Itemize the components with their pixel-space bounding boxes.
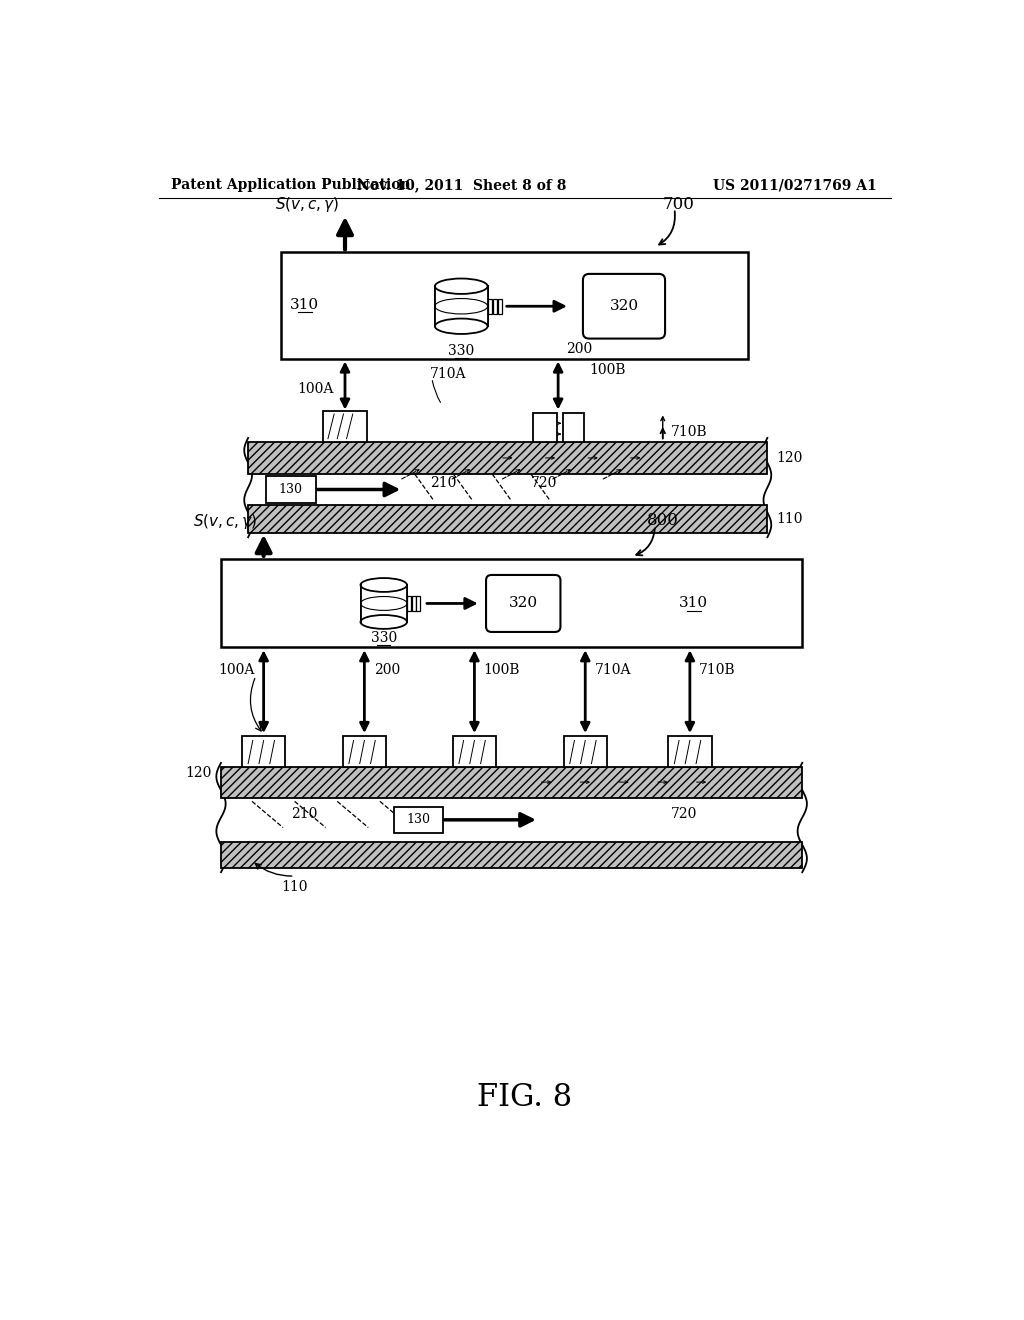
Bar [343, 737, 386, 767]
Text: 330: 330 [371, 631, 397, 645]
Bar [669, 737, 712, 767]
Text: FIG. 8: FIG. 8 [477, 1082, 572, 1113]
Text: 320: 320 [509, 597, 538, 610]
Ellipse shape [435, 298, 487, 314]
Bar [534, 412, 557, 442]
Bar [248, 442, 767, 474]
Text: 710A: 710A [595, 664, 631, 677]
Bar [221, 767, 802, 797]
Text: 130: 130 [279, 483, 303, 496]
Ellipse shape [435, 318, 487, 334]
FancyBboxPatch shape [266, 477, 315, 503]
Text: 100A: 100A [297, 383, 334, 396]
Text: 100B: 100B [589, 363, 626, 378]
Bar [360, 585, 407, 622]
Text: 200: 200 [566, 342, 592, 356]
Text: 210: 210 [430, 477, 457, 490]
Text: 710B: 710B [699, 664, 736, 677]
Ellipse shape [360, 597, 407, 610]
Text: 130: 130 [407, 813, 431, 826]
Text: Patent Application Publication: Patent Application Publication [171, 178, 411, 193]
Bar [221, 558, 802, 647]
FancyBboxPatch shape [486, 576, 560, 632]
Text: 110: 110 [776, 512, 803, 527]
Bar [488, 298, 493, 314]
Text: 200: 200 [374, 664, 400, 677]
Text: 210: 210 [291, 808, 317, 821]
Bar [412, 595, 416, 611]
Text: 720: 720 [671, 808, 697, 821]
Text: 800: 800 [647, 512, 679, 529]
Bar [453, 737, 496, 767]
Text: 320: 320 [609, 300, 639, 313]
Bar [324, 411, 367, 442]
Text: 710A: 710A [430, 367, 467, 381]
Text: $S(v, c, \gamma)$: $S(v, c, \gamma)$ [274, 195, 339, 214]
Text: 120: 120 [185, 766, 212, 780]
Bar [493, 298, 497, 314]
Text: 100B: 100B [483, 664, 520, 677]
Bar [242, 737, 286, 767]
Ellipse shape [360, 615, 407, 628]
FancyBboxPatch shape [394, 807, 443, 833]
Text: 110: 110 [282, 880, 308, 894]
Text: 700: 700 [663, 197, 694, 213]
Text: 720: 720 [531, 477, 557, 490]
Text: 330: 330 [449, 345, 474, 358]
Text: 100A: 100A [218, 664, 254, 677]
Text: 310: 310 [679, 597, 709, 610]
Text: $S(v, c, \gamma)$: $S(v, c, \gamma)$ [194, 512, 257, 532]
Bar [563, 412, 585, 442]
Bar [248, 506, 767, 533]
Text: 710B: 710B [671, 425, 708, 438]
Bar [281, 252, 748, 359]
Bar [221, 842, 802, 869]
Bar [407, 595, 411, 611]
Ellipse shape [435, 279, 487, 294]
Text: 310: 310 [290, 298, 319, 312]
Bar [498, 298, 502, 314]
Bar [417, 595, 420, 611]
Text: Nov. 10, 2011  Sheet 8 of 8: Nov. 10, 2011 Sheet 8 of 8 [356, 178, 566, 193]
Bar [563, 737, 607, 767]
Bar [435, 286, 487, 326]
FancyBboxPatch shape [583, 275, 665, 339]
Text: US 2011/0271769 A1: US 2011/0271769 A1 [713, 178, 877, 193]
Ellipse shape [360, 578, 407, 591]
Text: 120: 120 [776, 451, 803, 465]
